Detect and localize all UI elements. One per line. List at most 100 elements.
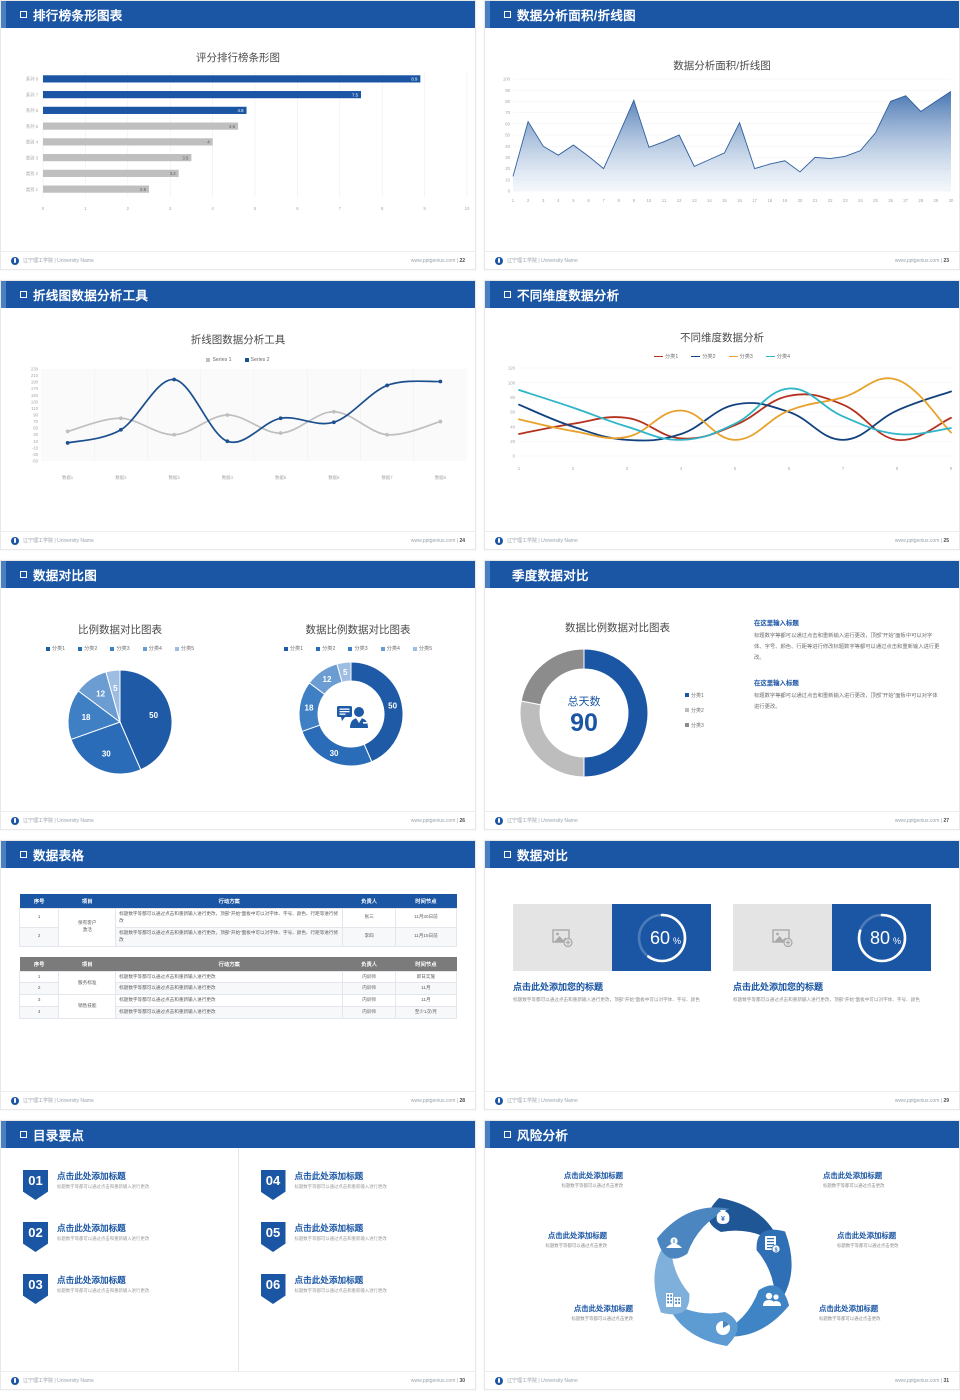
toc-item[interactable]: 04 点击此处添加标题 标题数字等都可以通过点击和重新输入进行更改: [260, 1170, 462, 1200]
toc-desc: 标题数字等都可以通过点击和重新输入进行更改: [294, 1288, 387, 1293]
slide-multi-dim[interactable]: 不同维度数据分析 不同维度数据分析 分类1 分类2 分类3 分类4 120 100 80 6…: [484, 280, 960, 550]
chart-title: 比例数据对比图表: [78, 624, 162, 636]
risk-label[interactable]: 点击此处添加标题 标题数字等都可以通过点击更改: [837, 1230, 959, 1249]
table-row[interactable]: 4 标题数字等都可以通过点击和重新输入进行更改 内训师 至少1次/月: [18, 1006, 458, 1020]
cell-plan: 标题数字等都可以通过点击和重新输入进行更改: [115, 970, 344, 984]
risk-label[interactable]: 点击此处添加标题 标题数字等都可以通过点击更改: [495, 1170, 623, 1189]
table-row[interactable]: 3 销售技能 标题数字等都可以通过点击和重新输入进行更改 内训师 11月: [18, 994, 458, 1020]
svg-text:100: 100: [503, 77, 511, 82]
cell-owner: 内训师: [342, 970, 396, 984]
slide-table[interactable]: 数据表格 序号 项目 行动方案 负责人 时间节点 1 保有客户 激活 标题数字等…: [0, 840, 476, 1110]
kpi-value-panel: 60 %: [612, 904, 711, 971]
legend-item[interactable]: 分类1: [685, 692, 704, 699]
chart-legend: Series 1 Series 2: [1, 357, 475, 363]
toc-desc: 标题数字等都可以通过点击和重新输入进行更改: [57, 1184, 150, 1189]
footer-org: 辽宁理工学院 | University Name: [507, 538, 578, 544]
legend-swatch: [348, 646, 353, 651]
slide-body: 01 点击此处添加标题 标题数字等都可以通过点击和重新输入进行更改 02 点击此处…: [1, 1148, 475, 1371]
risk-label[interactable]: 点击此处添加标题 标题数字等都可以通过点击更改: [505, 1303, 633, 1322]
legend-item[interactable]: 分类4: [765, 353, 790, 360]
svg-text:26: 26: [888, 198, 893, 203]
slide-pie-compare[interactable]: 数据对比图 比例数据对比图表 分类1 分类2 分类3 分类4 分类5 50 30 18 12 5…: [0, 560, 476, 830]
svg-text:18: 18: [82, 713, 91, 722]
toc-number-badge: 04: [260, 1170, 286, 1200]
toc-item[interactable]: 02 点击此处添加标题 标题数字等都可以通过点击和重新输入进行更改: [23, 1222, 224, 1252]
legend-item[interactable]: 分类5: [412, 645, 432, 652]
slide-title: 数据对比: [517, 849, 569, 863]
legend-item[interactable]: 分类3: [348, 645, 368, 652]
legend-item[interactable]: 分类3: [728, 353, 753, 360]
data-table-2[interactable]: 序号 项目 行动方案 负责人 时间节点 1 服务标准 标题数字等都可以通过点击和…: [18, 956, 458, 1020]
toc-item[interactable]: 01 点击此处添加标题 标题数字等都可以通过点击和重新输入进行更改: [23, 1170, 224, 1200]
legend-label: 分类3: [691, 722, 704, 729]
slide-ranking-bar[interactable]: 排行榜条形图表 评分排行榜条形图 8.9 7.5 4.8 4.6 4 3.5 3.2 2.5 …: [0, 0, 476, 270]
coin-hand-icon: ¥: [666, 1237, 682, 1248]
cell-plan: 标题数字等都可以通过点击和重新输入进行更改: [115, 994, 344, 1008]
svg-text:0: 0: [508, 189, 511, 194]
legend-item[interactable]: 分类3: [685, 722, 704, 729]
pie-chart: 50 30 18 12 5: [67, 669, 173, 775]
risk-desc: 标题数字等都可以通过点击更改: [823, 1183, 885, 1188]
legend-item[interactable]: 分类1: [653, 353, 678, 360]
kpi-card[interactable]: 60 % 点击此处添加您的标题 标题数字等都可以通过点击和重新输入进行更改，顶部…: [513, 904, 711, 1005]
svg-text:120: 120: [508, 366, 516, 371]
table-row[interactable]: 1 保有客户 激活 标题数字等都可以通过点击和重新输入进行更改，顶部“开始”面板…: [18, 908, 458, 947]
school-logo-icon: [11, 1376, 19, 1385]
svg-text:6: 6: [296, 206, 299, 211]
legend-item[interactable]: 分类2: [78, 645, 97, 652]
chart-legend: 分类1 分类2 分类3 分类4: [485, 353, 959, 360]
svg-text:210: 210: [31, 373, 39, 378]
toc-item[interactable]: 06 点击此处添加标题 标题数字等都可以通过点击和重新输入进行更改: [260, 1274, 462, 1304]
legend-item[interactable]: 分类2: [685, 707, 704, 714]
svg-text:17: 17: [752, 198, 757, 203]
toc-title: 点击此处添加标题: [294, 1223, 364, 1233]
toc-column-right: 04 点击此处添加标题 标题数字等都可以通过点击和重新输入进行更改 05 点击此处…: [237, 1148, 476, 1371]
page-number: 31: [943, 1377, 949, 1384]
risk-label[interactable]: 点击此处添加标题 标题数字等都可以通过点击更改: [823, 1170, 951, 1189]
footer-org: 辽宁理工学院 | University Name: [23, 538, 94, 544]
table-row[interactable]: 2 标题数字等都可以通过点击和重新输入进行更改，顶部“开始”面板中可以对字体、字…: [18, 926, 458, 947]
slide-line-tool[interactable]: 折线图数据分析工具 折线图数据分析工具 Series 1 Series 2 23…: [0, 280, 476, 550]
kpi-value-panel: 80 %: [832, 904, 931, 971]
slide-area-line[interactable]: 数据分析面积/折线图 数据分析面积/折线图 100 90 80 70 60 50 40 30 2…: [484, 0, 960, 270]
toc-item[interactable]: 03 点击此处添加标题 标题数字等都可以通过点击和重新输入进行更改: [23, 1274, 224, 1304]
legend-item[interactable]: 分类4: [142, 645, 162, 652]
table-row[interactable]: 1 服务标准 标题数字等都可以通过点击和重新输入进行更改 内训师 即日实施: [18, 970, 458, 996]
school-logo-icon: [495, 536, 503, 545]
svg-text:20: 20: [505, 166, 510, 171]
legend-item[interactable]: Series 1: [206, 357, 232, 363]
svg-text:7.5: 7.5: [352, 92, 359, 97]
slide-risk[interactable]: 风险分析 ¥ $ ¥ 点击此处添加标题 标题数字等都可以通过点击更改 点击此处添加标题…: [484, 1120, 960, 1390]
kpi-card[interactable]: 80 % 点击此处添加您的标题 标题数字等都可以通过点击和重新输入进行更改，顶部…: [733, 904, 931, 1005]
svg-text:8: 8: [896, 466, 899, 471]
svg-text:-30: -30: [32, 452, 39, 457]
school-logo-icon: [11, 1096, 19, 1105]
legend-item[interactable]: 分类1: [45, 645, 65, 652]
svg-text:30: 30: [33, 432, 38, 437]
school-logo-icon: [11, 256, 19, 265]
legend-item[interactable]: 分类2: [316, 645, 335, 652]
image-placeholder: [513, 904, 612, 971]
data-table-1[interactable]: 序号 项目 行动方案 负责人 时间节点 1 保有客户 激活 标题数字等都可以通过…: [18, 894, 458, 947]
svg-text:30: 30: [949, 198, 954, 203]
slide-toc[interactable]: 目录要点 01 点击此处添加标题 标题数字等都可以通过点击和重新输入进行更改 02…: [0, 1120, 476, 1390]
svg-text:80: 80: [510, 395, 515, 400]
risk-label[interactable]: 点击此处添加标题 标题数字等都可以通过点击更改: [819, 1303, 947, 1322]
col-header: 负责人: [342, 894, 396, 909]
legend-item[interactable]: 分类5: [174, 645, 195, 652]
pie-chart-icon: [716, 1321, 730, 1335]
toc-desc: 标题数字等都可以通过点击和重新输入进行更改: [57, 1236, 150, 1241]
table-row[interactable]: 2 标题数字等都可以通过点击和重新输入进行更改 内训师 11月: [18, 982, 458, 996]
legend-item[interactable]: 分类2: [691, 353, 716, 360]
legend-item[interactable]: 分类4: [380, 645, 400, 652]
slide-quarter[interactable]: 季度数据对比 数据比例数据对比图表 总天数 90 分类1 分类2 分类3: [484, 560, 960, 830]
legend-item[interactable]: Series 2: [244, 357, 270, 363]
slide-kpi[interactable]: 数据对比 60 % 点击此处添加您的标题 标题数: [484, 840, 960, 1110]
legend-item[interactable]: 分类1: [283, 645, 303, 652]
footer-site: www.pptgenius.com: [410, 537, 456, 544]
legend-label: 分类5: [180, 646, 195, 652]
legend-item[interactable]: 分类3: [110, 645, 130, 652]
risk-label[interactable]: 点击此处添加标题 标题数字等都可以通过点击更改: [485, 1230, 607, 1249]
toc-item[interactable]: 05 点击此处添加标题 标题数字等都可以通过点击和重新输入进行更改: [260, 1222, 462, 1252]
